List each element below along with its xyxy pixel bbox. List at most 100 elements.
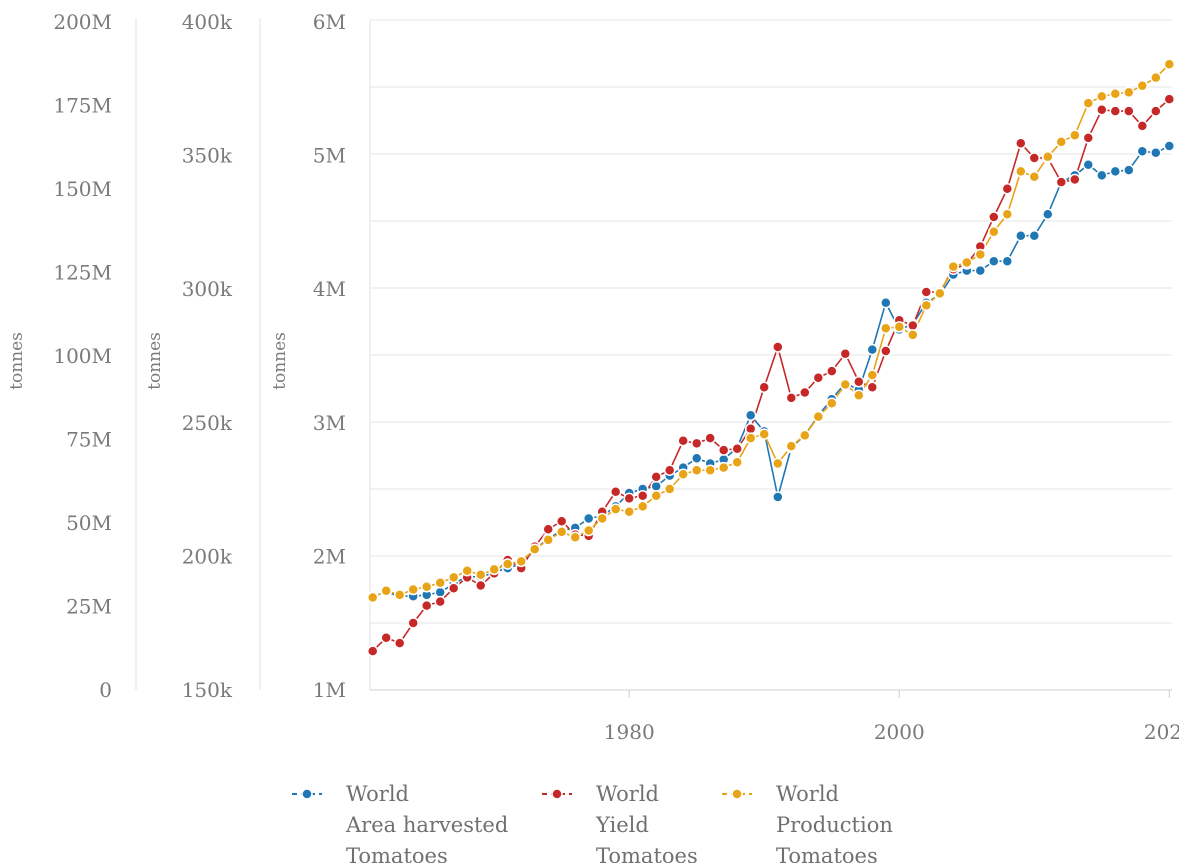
data-point [853,376,865,388]
data-point [1123,105,1135,117]
data-point [961,256,973,269]
data-point [1028,152,1041,164]
y-tick-label: 150k [182,678,233,702]
y-tick-label: 100M [53,344,112,368]
data-point [636,500,649,513]
data-point [1150,105,1162,117]
data-point [461,564,473,577]
data-point [1069,173,1081,186]
legend-swatch-marker [301,788,313,800]
data-point [447,582,460,594]
data-point [447,571,460,584]
legend-label: World [596,782,659,806]
data-point [690,437,703,450]
data-point [1028,171,1041,183]
data-point [1109,165,1122,178]
data-point [650,471,662,483]
data-point [663,483,676,495]
data-point [677,468,689,481]
y-tick-label: 150M [53,177,112,201]
data-point [393,637,406,649]
data-point [1136,79,1149,92]
data-point [1001,255,1014,267]
data-point [717,461,730,474]
data-point [799,429,811,442]
data-point [677,435,689,447]
y-tick-label: 75M [66,428,112,452]
data-point [393,589,406,601]
data-point [758,428,770,440]
y-tick-label: 50M [66,511,112,535]
legend-label: Production [776,813,893,837]
data-point [636,489,649,502]
data-point [528,543,541,556]
axes: 0 25M 50M 75M 100M 125M 150M 175M 200M tonnes 150k… [7,10,1179,744]
data-point [853,389,865,401]
data-point [434,577,446,589]
data-point [1042,208,1054,221]
data-point [1082,97,1095,109]
data-point [1096,169,1108,182]
data-point [907,329,919,341]
data-point [1163,93,1176,105]
data-point [434,586,446,598]
y-tick-label: 200k [182,544,233,568]
data-point [812,372,825,384]
legend-label: World [776,782,839,806]
data-point [826,397,838,409]
y-tick-label: 3M [313,411,346,435]
data-point [866,343,879,356]
data-point [1028,229,1041,242]
data-point [407,583,419,596]
data-point [1123,86,1135,99]
x-tick-label: 2000 [874,720,925,744]
y-tick-label: 4M [313,277,346,301]
data-point [826,365,838,377]
y-tick-label: 2M [313,544,346,568]
data-point [380,585,392,597]
legend-label: World [346,782,409,806]
data-point [1096,104,1108,116]
x-tick-label: 2020 [1144,720,1179,744]
legend-label: Tomatoes [346,844,448,863]
data-point [1042,150,1054,163]
data-point [1055,176,1068,188]
data-point [690,464,703,476]
x-tick-label: 1980 [604,720,655,744]
data-point [893,321,906,333]
data-point [880,345,892,357]
data-point [501,558,514,570]
data-point [1136,145,1149,158]
data-point [934,287,946,300]
data-point [474,579,487,592]
data-point [1001,183,1014,195]
y-tick-label: 0 [99,678,112,702]
data-point [731,456,743,468]
data-point [785,440,798,452]
y-tick-label: 1M [313,678,346,702]
data-point [555,526,568,538]
data-point [704,464,716,476]
data-point [880,296,892,309]
data-point [609,485,622,498]
data-point [434,595,446,608]
data-point [1082,132,1095,144]
data-point [542,523,554,535]
data-point [717,444,730,456]
data-point [988,211,1000,223]
data-point [839,347,852,360]
data-point [555,515,568,527]
y-tick-label: 200M [53,10,112,34]
data-point [1015,165,1027,178]
data-point [542,534,554,546]
y-tick-label: 350k [182,144,233,168]
data-point [582,524,595,537]
data-point [1096,90,1108,103]
data-point [407,617,419,629]
data-point [1055,136,1068,148]
y-tick-label: 25M [66,595,112,619]
legend-label: Yield [595,813,649,837]
data-point [866,369,879,381]
data-point [704,432,716,444]
